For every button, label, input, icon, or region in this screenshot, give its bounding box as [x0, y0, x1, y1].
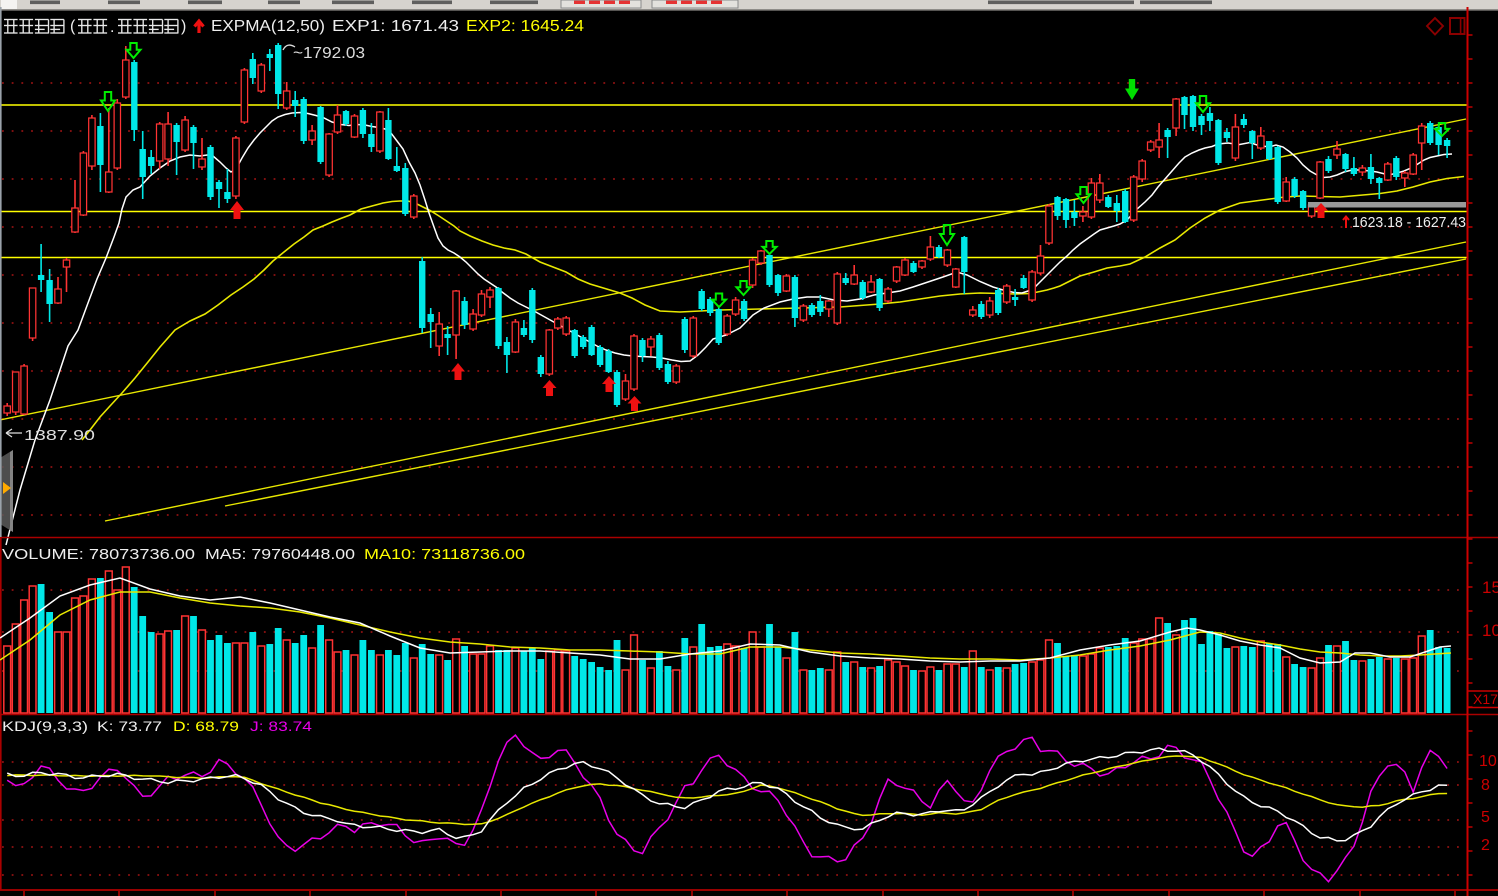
- svg-text:KDJ(9,3,3): KDJ(9,3,3): [2, 718, 88, 734]
- svg-text:1623.18 - 1627.43: 1623.18 - 1627.43: [1352, 214, 1466, 231]
- svg-text:D: 68.79: D: 68.79: [173, 718, 239, 734]
- svg-text:8: 8: [1481, 777, 1490, 794]
- svg-text:1387.90: 1387.90: [24, 427, 95, 444]
- svg-text:.: .: [110, 19, 114, 36]
- svg-text:~1792.03: ~1792.03: [293, 45, 365, 62]
- svg-text:EXP2: 1645.24: EXP2: 1645.24: [466, 18, 584, 35]
- svg-text:EXPMA(12,50): EXPMA(12,50): [211, 18, 325, 35]
- svg-text:EXP1: 1671.43: EXP1: 1671.43: [332, 18, 459, 35]
- svg-text:(: (: [70, 18, 76, 35]
- svg-text:10: 10: [1479, 753, 1497, 770]
- svg-text:MA10: 73118736.00: MA10: 73118736.00: [364, 546, 525, 563]
- svg-text:5: 5: [1481, 809, 1490, 826]
- svg-text:VOLUME: 78073736.00: VOLUME: 78073736.00: [2, 546, 195, 563]
- svg-text:): ): [181, 18, 186, 35]
- svg-text:2: 2: [1481, 837, 1490, 854]
- svg-text:X17: X17: [1473, 691, 1498, 707]
- svg-text:MA5: 79760448.00: MA5: 79760448.00: [205, 546, 355, 563]
- svg-text:K: 73.77: K: 73.77: [97, 718, 162, 734]
- svg-text:J: 83.74: J: 83.74: [250, 718, 312, 734]
- svg-text:10: 10: [1482, 621, 1498, 640]
- svg-text:15: 15: [1482, 578, 1498, 597]
